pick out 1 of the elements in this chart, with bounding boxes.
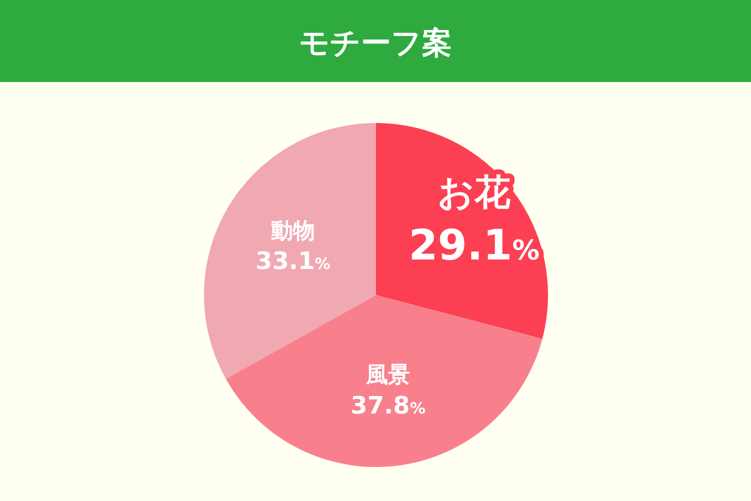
- title: モチーフ案: [299, 26, 452, 61]
